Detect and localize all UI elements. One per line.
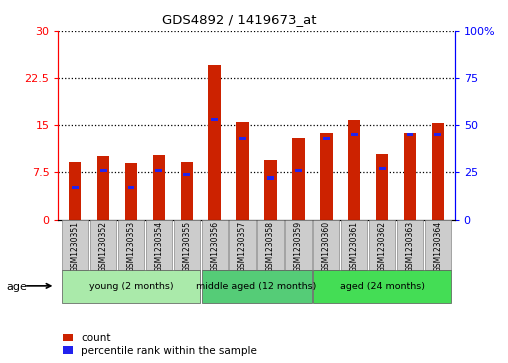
Bar: [258, 220, 283, 270]
Bar: [62, 220, 88, 270]
Text: GSM1230351: GSM1230351: [71, 221, 80, 272]
Bar: [285, 220, 311, 270]
Bar: [69, 162, 81, 220]
Bar: [174, 220, 200, 270]
Bar: [124, 163, 137, 220]
Bar: [397, 220, 423, 270]
Bar: [292, 138, 305, 220]
Text: GSM1230360: GSM1230360: [322, 221, 331, 272]
Bar: [369, 220, 395, 270]
Bar: [264, 160, 277, 220]
Bar: [425, 220, 451, 270]
Text: GDS4892 / 1419673_at: GDS4892 / 1419673_at: [162, 13, 316, 26]
Bar: [208, 65, 221, 220]
Bar: [202, 220, 228, 270]
Bar: [239, 137, 246, 140]
Text: GSM1230353: GSM1230353: [126, 221, 136, 272]
Bar: [406, 133, 414, 136]
Bar: [267, 176, 274, 180]
Bar: [378, 167, 386, 170]
Bar: [404, 133, 416, 220]
Bar: [128, 186, 135, 189]
Bar: [202, 270, 311, 303]
Bar: [230, 220, 256, 270]
Bar: [341, 220, 367, 270]
Bar: [323, 137, 330, 140]
Text: GSM1230355: GSM1230355: [182, 221, 192, 272]
Bar: [295, 169, 302, 172]
Bar: [155, 169, 163, 172]
Text: GSM1230363: GSM1230363: [405, 221, 415, 272]
Text: GSM1230356: GSM1230356: [210, 221, 219, 272]
Bar: [146, 220, 172, 270]
Text: GSM1230364: GSM1230364: [433, 221, 442, 272]
Legend: count, percentile rank within the sample: count, percentile rank within the sample: [61, 331, 259, 358]
Bar: [313, 270, 451, 303]
Bar: [90, 220, 116, 270]
Text: middle aged (12 months): middle aged (12 months): [197, 282, 316, 291]
Bar: [62, 270, 200, 303]
Bar: [152, 155, 165, 220]
Text: GSM1230354: GSM1230354: [154, 221, 164, 272]
Bar: [434, 133, 441, 136]
Bar: [118, 220, 144, 270]
Bar: [351, 133, 358, 136]
Text: age: age: [6, 282, 27, 292]
Bar: [183, 172, 190, 176]
Text: young (2 months): young (2 months): [89, 282, 173, 291]
Text: GSM1230357: GSM1230357: [238, 221, 247, 272]
Bar: [320, 133, 333, 220]
Bar: [100, 169, 107, 172]
Bar: [348, 120, 361, 220]
Bar: [313, 220, 339, 270]
Text: GSM1230352: GSM1230352: [99, 221, 108, 272]
Bar: [180, 162, 193, 220]
Bar: [376, 154, 389, 220]
Bar: [97, 156, 109, 220]
Bar: [236, 122, 249, 220]
Text: GSM1230362: GSM1230362: [377, 221, 387, 272]
Text: GSM1230358: GSM1230358: [266, 221, 275, 272]
Bar: [432, 123, 444, 220]
Text: aged (24 months): aged (24 months): [340, 282, 425, 291]
Bar: [211, 118, 218, 121]
Text: GSM1230361: GSM1230361: [350, 221, 359, 272]
Bar: [72, 186, 79, 189]
Text: GSM1230359: GSM1230359: [294, 221, 303, 272]
